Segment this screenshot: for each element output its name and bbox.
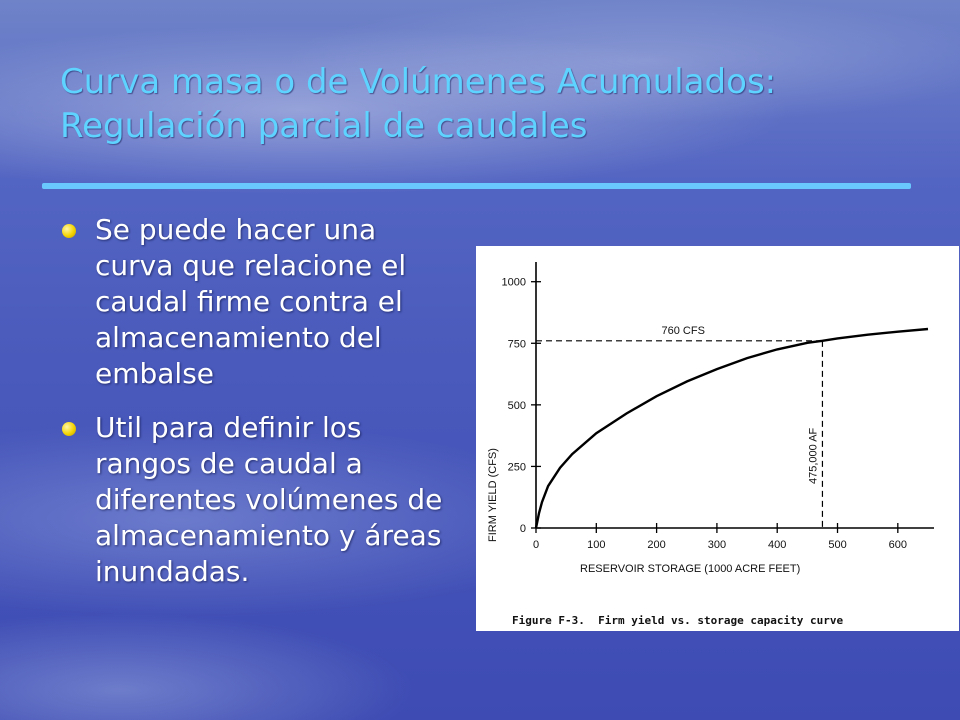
y-tick-label: 0	[520, 523, 526, 535]
title-underline	[42, 183, 911, 189]
x-tick-label: 200	[647, 539, 665, 551]
x-tick-label: 100	[587, 539, 605, 551]
figure-caption: Figure F-3. Firm yield vs. storage capac…	[512, 614, 844, 627]
y-tick-label: 1000	[502, 277, 526, 289]
storage-annotation: 475,000 AF	[807, 427, 819, 484]
x-tick-label: 500	[828, 539, 846, 551]
y-tick-label: 250	[508, 461, 526, 473]
yield-annotation: 760 CFS	[662, 325, 705, 337]
firm-yield-figure: 0 250 500 750 1000 0 100 200 300 400 500 600 FIRM Y…	[476, 246, 959, 631]
chart-axes	[535, 262, 934, 529]
bullet-item: Se puede hacer una curva que relacione e…	[58, 212, 458, 392]
x-tick-label: 300	[708, 539, 726, 551]
title-line-1: Curva masa o de Volúmenes Acumulados:	[60, 62, 777, 102]
x-axis-label: RESERVOIR STORAGE (1000 ACRE FEET)	[580, 563, 800, 575]
x-tick-label: 0	[533, 539, 539, 551]
bullet-text: Util para definir los rangos de caudal a…	[95, 411, 443, 588]
bullet-dot-icon	[62, 224, 76, 238]
x-tick-label: 400	[768, 539, 786, 551]
y-tick-label: 500	[508, 400, 526, 412]
y-axis-label: FIRM YIELD (CFS)	[487, 448, 499, 542]
x-tick-label: 600	[889, 539, 907, 551]
chart-guides	[536, 340, 824, 528]
chart-ticks: 0 250 500 750 1000 0 100 200 300 400 500 600	[502, 277, 907, 551]
firm-yield-curve	[534, 327, 929, 529]
title-line-2: Regulación parcial de caudales	[60, 106, 588, 146]
slide-title: Curva masa o de Volúmenes Acumulados: Re…	[60, 60, 920, 148]
bullet-list: Se puede hacer una curva que relacione e…	[58, 212, 458, 608]
bullet-dot-icon	[62, 422, 76, 436]
bullet-item: Util para definir los rangos de caudal a…	[58, 410, 458, 590]
bullet-text: Se puede hacer una curva que relacione e…	[95, 213, 407, 390]
y-tick-label: 750	[508, 338, 526, 350]
firm-yield-chart: 0 250 500 750 1000 0 100 200 300 400 500 600 FIRM Y…	[487, 262, 934, 627]
